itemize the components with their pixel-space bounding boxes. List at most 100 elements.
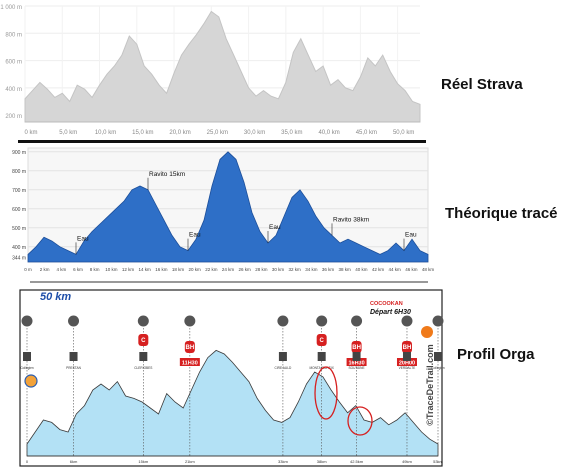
strava-ytick: 400 m [5, 87, 22, 93]
orga-place: SOUTAINE [349, 366, 365, 370]
strava-separator [18, 140, 426, 143]
orga-badge-text: BH [403, 345, 412, 351]
trace-area [27, 151, 429, 263]
strava-ytick: 600 m [5, 60, 22, 66]
water-drop-icon [21, 315, 33, 327]
orga-place: Collégien [431, 366, 445, 370]
orga-watermark: ©TraceDeTrail.com [425, 344, 435, 425]
orga-time: 20H00 [399, 361, 415, 367]
trace-xtick: 40 km [355, 267, 368, 272]
trace-xtick: 8 km [90, 267, 100, 272]
trace-xtick: 18 km [172, 267, 185, 272]
trace-xtick: 24 km [222, 267, 235, 272]
trace-ytick: 400 m [12, 245, 26, 251]
orga-xtick: 38km [317, 459, 327, 464]
trace-xtick: 2 km [40, 267, 50, 272]
trace-xtick: 12 km [122, 267, 135, 272]
orga-xtick: 53km [433, 459, 443, 464]
orga-time: 11H30 [182, 361, 198, 367]
orga-badge [351, 341, 362, 353]
orga-badge-text: C [141, 338, 146, 344]
orga-place: CIRE AULD [274, 366, 292, 370]
trace-xtick: 6 km [73, 267, 83, 272]
orga-xtick: 15km [138, 459, 148, 464]
trace-annotation: Eau [269, 224, 281, 231]
strava-xtick: 5,0 km [59, 130, 77, 136]
orga-badge-text: BH [186, 345, 195, 351]
trace-xtick: 22 km [205, 267, 218, 272]
water-drop-icon [68, 315, 80, 327]
strava-xtick: 30,0 km [244, 130, 265, 136]
orga-building-icon [139, 352, 148, 361]
orga-depart-subtitle: Départ 6H30 [370, 309, 411, 316]
orga-time-box [179, 358, 200, 366]
label-strava: Réel Strava [441, 76, 523, 93]
orga-building-icon [352, 352, 361, 361]
trace-xtick: 44 km [389, 267, 402, 272]
orga-building-icon [317, 352, 326, 361]
cutlery-icon [137, 315, 149, 327]
orga-place: PRESTAN [66, 366, 82, 370]
highlight-circle [314, 366, 338, 420]
logo-icon [421, 326, 433, 338]
trace-xtick: 30 km [272, 267, 285, 272]
orga-time: 16H30 [348, 361, 364, 367]
orga-place: VERDALTE [399, 366, 416, 370]
orga-badge-text: BH [352, 345, 361, 351]
trace-annotation: Eau [405, 232, 417, 239]
orga-place: Collégien [20, 366, 34, 370]
strava-xtick: 15,0 km [132, 130, 153, 136]
trace-xtick: 20 km [189, 267, 202, 272]
label-trace: Théorique tracé [445, 205, 558, 222]
trace-ytick: 700 m [12, 188, 26, 194]
strava-xtick: 0 km [24, 130, 37, 136]
orga-xtick: 33km [278, 459, 288, 464]
trace-xtick: 36 km [322, 267, 335, 272]
orga-xtick: 42.5km [350, 459, 364, 464]
orga-building-icon [69, 352, 78, 361]
orga-badge [138, 334, 149, 346]
trace-ytick: 600 m [12, 207, 26, 213]
water-drop-icon [184, 315, 196, 327]
trace-xtick: 4 km [56, 267, 66, 272]
trace-xtick: 38 km [339, 267, 352, 272]
trace-annotation: Eau [77, 235, 89, 242]
trace-ytick: 900 m [12, 150, 26, 156]
cutlery-icon [351, 315, 363, 327]
trace-ytick: 344 m [12, 255, 26, 261]
orga-area [26, 349, 439, 457]
strava-ytick: 200 m [5, 114, 22, 120]
trace-xtick: 32 km [289, 267, 302, 272]
water-drop-icon [401, 315, 413, 327]
strava-xtick: 10,0 km [95, 130, 116, 136]
water-drop-icon [277, 315, 289, 327]
trace-xtick: 42 km [372, 267, 385, 272]
strava-xtick: 20,0 km [169, 130, 190, 136]
orga-xtick: 6km [70, 459, 78, 464]
strava-area [24, 10, 421, 123]
orga-building-icon [23, 352, 31, 361]
strava-ytick: 800 m [5, 32, 22, 38]
orga-building-icon [434, 352, 442, 361]
orga-xtick: 21km [185, 459, 195, 464]
orga-place: CLERIOBES [134, 366, 152, 370]
trace-ytick: 800 m [12, 169, 26, 175]
trace-xtick: 26 km [239, 267, 252, 272]
orga-time-box [396, 358, 417, 366]
trace-annotation: Ravito 15km [149, 171, 185, 178]
trace-ytick: 500 m [12, 226, 26, 232]
strava-xtick: 35,0 km [281, 130, 302, 136]
trace-annotation: Eau [189, 232, 201, 239]
label-orga: Profil Orga [457, 346, 535, 363]
strava-xtick: 25,0 km [207, 130, 228, 136]
trace-xtick: 28 km [255, 267, 268, 272]
trace-xtick: 16 km [155, 267, 168, 272]
trace-xtick: 46 km [405, 267, 418, 272]
flag-icon [432, 315, 444, 327]
trace-xtick: 34 km [305, 267, 318, 272]
orga-badge [401, 341, 412, 353]
orga-time-box [346, 358, 367, 366]
trace-xtick: 10 km [105, 267, 118, 272]
highlight-circle [347, 406, 373, 436]
